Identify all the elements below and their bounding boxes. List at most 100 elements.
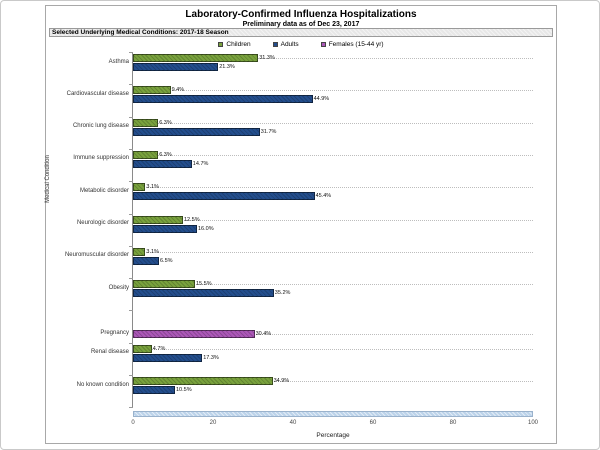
bar-value-label: 4.7% — [152, 345, 166, 352]
category-row-cardiovascular-disease: Cardiovascular disease 9.4% 44.9% — [67, 84, 533, 116]
bar-children — [133, 150, 159, 159]
bar-children — [133, 215, 183, 224]
legend-label: Females (15-44 yr) — [328, 40, 384, 48]
legend-item-females-15-44-yr[interactable]: Females (15-44 yr) — [320, 40, 384, 48]
bar-children — [133, 377, 273, 385]
category-row-no-known-condition: No known condition 34.9% 10.5% — [77, 375, 533, 407]
x-tick-label: 80 — [449, 420, 457, 426]
y-axis-minor-tick — [129, 84, 133, 86]
bar-value-label: 21.3% — [219, 64, 235, 70]
dotted-gridline — [133, 348, 533, 350]
x-tick-label: 60 — [369, 420, 377, 426]
chart-panel: Laboratory-Confirmed Influenza Hospitali… — [45, 5, 557, 444]
category-row-immune-suppression: Immune suppression 6.3% 14.7% — [73, 149, 533, 181]
bar-adults — [133, 95, 313, 104]
bar-value-label: 3.1% — [146, 248, 159, 255]
bar-value-label: 12.5% — [184, 216, 200, 223]
category-row-obesity: Obesity 15.5% 35.2% — [109, 278, 533, 310]
plot-area: Percentage Asthma 31.3% 21.3% Cardiovascula… — [65, 52, 538, 439]
y-axis-minor-tick — [129, 148, 133, 150]
bar-value-label: 44.9% — [313, 96, 330, 103]
bar-value-label: 6.3% — [159, 151, 172, 158]
bar-value-label: 34.9% — [273, 378, 290, 384]
category-row-neuromuscular-disorder: Neuromuscular disorder 3.1% 6.5% — [65, 246, 533, 278]
panel-header-strip: Selected Underlying Medical Conditions: … — [49, 28, 553, 37]
bar-adults — [133, 63, 219, 71]
category-label: Chronic lung disease — [72, 123, 129, 130]
category-row-neurologic-disorder: Neurologic disorder 12.5% 16.0% — [77, 214, 533, 246]
category-row-metabolic-disorder: Metabolic disorder 3.1% 45.4% — [80, 181, 533, 213]
category-label: Asthma — [108, 58, 129, 65]
bar-adults — [133, 386, 175, 394]
bar-value-label: 6.3% — [159, 119, 172, 126]
y-axis-minor-tick — [129, 375, 133, 376]
dotted-gridline — [133, 58, 533, 59]
bar-adults — [133, 192, 315, 201]
legend-item-children[interactable]: Children — [218, 41, 251, 48]
bar-children — [133, 118, 159, 127]
bar-adults — [133, 224, 197, 233]
dotted-gridline — [133, 187, 533, 189]
y-axis-minor-tick — [129, 342, 133, 344]
bar-females-15-44-yr — [133, 330, 255, 339]
x-axis-title: Percentage — [316, 432, 350, 439]
y-axis-minor-tick — [129, 245, 133, 247]
category-label: Cardiovascular disease — [66, 90, 129, 97]
category-row-pregnancy: Pregnancy 30.4% — [100, 310, 533, 342]
legend-label: Adults — [280, 40, 299, 48]
bar-adults — [133, 256, 159, 265]
legend-item-adults[interactable]: Adults — [272, 40, 299, 48]
bar-value-label: 45.4% — [315, 193, 332, 200]
dotted-gridline — [133, 334, 533, 336]
y-axis-minor-tick — [129, 278, 133, 280]
y-axis-minor-tick — [129, 52, 133, 53]
legend-swatch — [320, 41, 326, 47]
chart-subtitle: Preliminary data as of Dec 23, 2017 — [242, 21, 360, 28]
bar-value-label: 17.3% — [203, 354, 219, 361]
bar-value-label: 35.2% — [274, 290, 291, 297]
bar-children — [133, 183, 146, 192]
bar-value-label: 31.3% — [259, 55, 275, 61]
category-label: No known condition — [76, 381, 129, 388]
category-label: Obesity — [108, 284, 129, 291]
bar-adults — [133, 159, 192, 168]
dotted-gridline — [133, 381, 533, 382]
bar-value-label: 9.4% — [171, 87, 185, 94]
bar-value-label: 31.7% — [260, 128, 277, 135]
bar-value-label: 3.1% — [146, 184, 159, 191]
bar-value-label: 16.0% — [198, 225, 214, 232]
x-tick-label: 100 — [527, 420, 539, 426]
category-row-chronic-lung-disease: Chronic lung disease 6.3% 31.7% — [73, 117, 533, 149]
dotted-gridline — [133, 122, 533, 124]
category-label: Pregnancy — [100, 330, 129, 337]
bar-children — [133, 280, 195, 289]
bar-value-label: 10.5% — [176, 387, 192, 393]
bar-value-label: 15.5% — [196, 281, 212, 288]
bar-value-label: 14.7% — [192, 160, 209, 167]
x-tick-label: 20 — [209, 420, 217, 426]
x-tick-label: 0 — [131, 420, 135, 426]
bar-children — [133, 247, 146, 256]
bar-children — [133, 86, 171, 95]
category-label: Immune suppression — [73, 155, 129, 162]
bar-value-label: 6.5% — [160, 257, 173, 264]
legend-swatch — [272, 41, 278, 47]
bar-value-label: 30.4% — [255, 331, 272, 338]
bar-adults — [133, 127, 260, 136]
category-label: Neurologic disorder — [76, 220, 129, 226]
category-row-renal-disease: Renal disease 4.7% 17.3% — [91, 343, 533, 375]
y-axis-minor-tick — [129, 181, 133, 183]
bar-adults — [133, 353, 203, 362]
legend-swatch — [218, 41, 224, 47]
dotted-gridline — [133, 251, 533, 253]
category-label: Renal disease — [90, 349, 129, 356]
bar-children — [133, 344, 152, 353]
y-axis-minor-tick — [129, 310, 133, 312]
range-selector-bar[interactable] — [133, 411, 533, 417]
dotted-gridline — [133, 154, 533, 156]
dotted-gridline — [133, 284, 533, 286]
chart-legend: Children Adults Females (15-44 yr) — [46, 39, 556, 49]
y-axis-minor-tick — [129, 116, 133, 118]
chart-title: Laboratory-Confirmed Influenza Hospitali… — [185, 9, 417, 20]
